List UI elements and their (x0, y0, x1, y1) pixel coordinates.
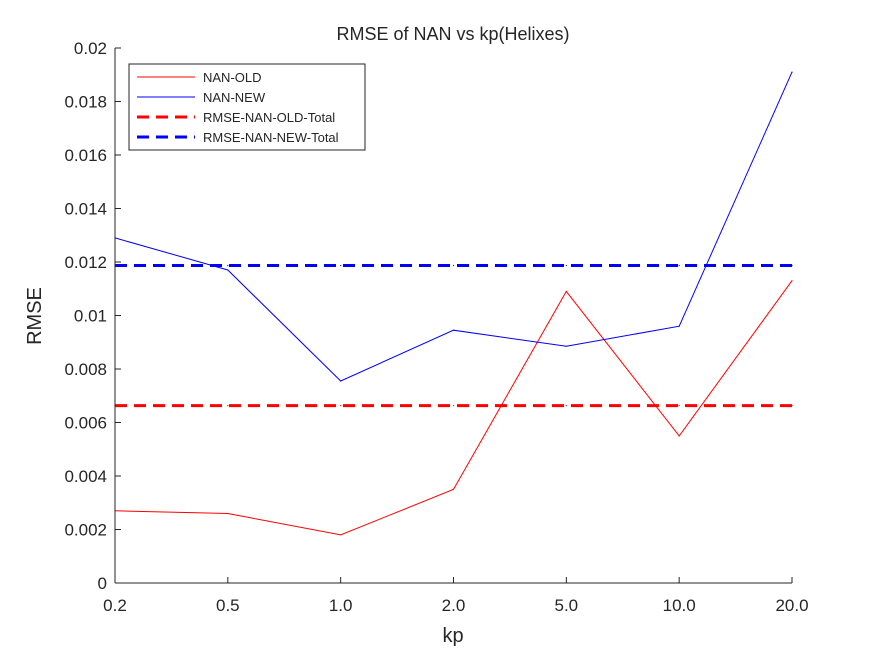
series-layer (114, 71, 793, 536)
data-point-rmse-nan-new-total-2 (340, 264, 342, 267)
data-point-nan-new-2 (340, 380, 342, 382)
data-point-nan-old-2 (340, 534, 342, 536)
y-tick-label: 0.002 (64, 521, 107, 540)
data-point-nan-new-6 (791, 71, 793, 73)
legend-label-nan-new: NAN-NEW (203, 90, 266, 105)
y-tick-label: 0.008 (64, 360, 107, 379)
data-point-rmse-nan-old-total-2 (340, 405, 342, 407)
y-tick-label: 0.004 (64, 467, 107, 486)
data-point-rmse-nan-new-total-5 (678, 264, 680, 267)
data-point-nan-old-3 (452, 488, 455, 490)
x-tick-label: 0.2 (103, 596, 127, 615)
legend-label-rmse-nan-new-total: RMSE-NAN-NEW-Total (203, 130, 339, 145)
x-axis-label: kp (442, 625, 463, 647)
data-point-rmse-nan-new-total-1 (227, 264, 229, 267)
y-tick-label: 0.018 (64, 93, 107, 112)
x-tick-label: 5.0 (555, 596, 579, 615)
x-tick-label: 20.0 (775, 596, 808, 615)
data-point-rmse-nan-new-total-6 (791, 264, 793, 267)
data-point-rmse-nan-old-total-1 (227, 405, 229, 407)
x-tick-label: 2.0 (442, 596, 466, 615)
y-tick-label: 0.016 (64, 146, 107, 165)
y-tick-label: 0.02 (74, 39, 107, 58)
x-tick-label: 10.0 (663, 596, 696, 615)
legend-label-rmse-nan-old-total: RMSE-NAN-OLD-Total (203, 110, 335, 125)
legend: NAN-OLD NAN-NEW RMSE-NAN-OLD-Total RMSE-NAN… (128, 63, 366, 151)
y-tick-label: 0 (98, 574, 107, 593)
y-tick-label: 0.006 (64, 414, 107, 433)
data-point-nan-old-6 (791, 280, 793, 282)
data-point-rmse-nan-old-total-3 (452, 405, 455, 407)
data-point-nan-new-5 (678, 325, 680, 327)
legend-box (128, 63, 366, 151)
x-tick-label: 0.5 (216, 596, 240, 615)
data-point-nan-old-1 (227, 512, 229, 515)
data-point-rmse-nan-new-total-3 (452, 264, 455, 267)
data-point-nan-new-4 (565, 345, 567, 347)
axes-layer: 0 0.002 0.004 0.006 0.008 0.01 0.012 0.014 0.016… (64, 39, 808, 615)
y-axis-label: RMSE (24, 287, 46, 345)
chart-title: RMSE of NAN vs kp(Helixes) (336, 24, 569, 44)
data-point-rmse-nan-old-total-5 (678, 405, 680, 407)
data-point-rmse-nan-old-total-6 (791, 405, 793, 407)
legend-label-nan-old: NAN-OLD (203, 70, 262, 85)
data-point-nan-old-4 (565, 290, 567, 292)
data-point-rmse-nan-new-total-4 (565, 264, 567, 267)
y-tick-label: 0.012 (64, 253, 107, 272)
data-point-nan-new-3 (452, 329, 455, 331)
data-point-rmse-nan-old-total-4 (565, 405, 567, 407)
data-point-nan-new-1 (227, 269, 229, 271)
data-point-nan-old-5 (678, 435, 680, 437)
y-tick-label: 0.01 (74, 307, 107, 326)
y-tick-label: 0.014 (64, 200, 107, 219)
x-tick-label: 1.0 (329, 596, 353, 615)
